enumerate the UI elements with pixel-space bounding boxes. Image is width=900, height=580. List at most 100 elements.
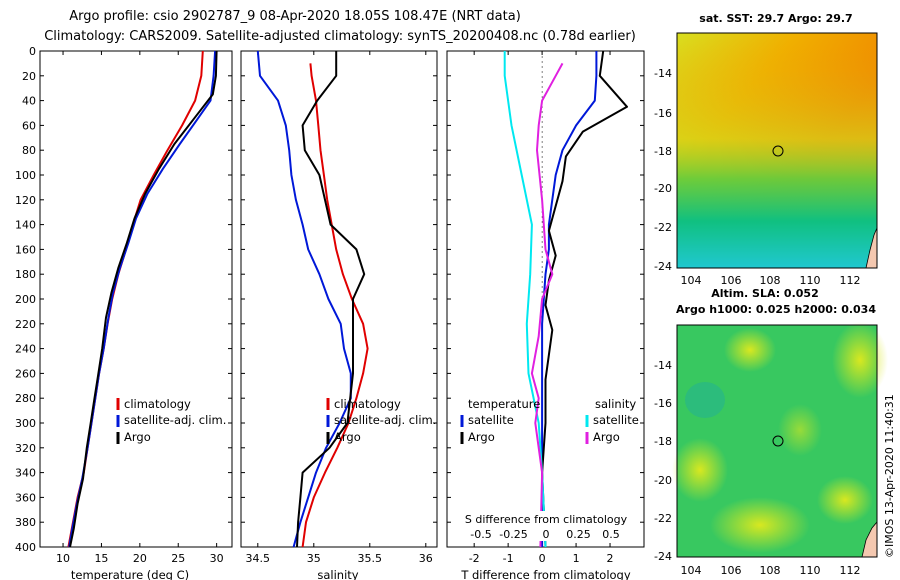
temperature-frame [39, 50, 233, 548]
y-tick-label: 160 [15, 243, 36, 256]
difference-x-axis: -2 -1 0 1 2 [447, 50, 644, 565]
x-tick-label: 0 [539, 552, 546, 565]
y-tick-label: 240 [15, 343, 36, 356]
y-tick-label: 180 [15, 268, 36, 281]
sst-lat-tick: -22 [654, 221, 672, 234]
salinity-lines [256, 50, 369, 548]
x-tick-label: 34.5 [246, 552, 271, 565]
sst-lat-axis: -14 -16 -18 -20 -22 -24 [654, 67, 672, 273]
y-tick-label: 80 [22, 144, 36, 157]
sla-high [817, 476, 873, 524]
depth-axis: 0 20 40 60 80 100 120 140 160 180 200 220 240 260 280 3… [15, 45, 232, 554]
temperature-lines [67, 50, 218, 548]
salinity-xlabel: salinity [317, 568, 358, 580]
y-tick-label: 200 [15, 293, 36, 306]
sla-lat-tick: -22 [654, 512, 672, 525]
y-tick-label: 320 [15, 442, 36, 455]
x-tick-label: 1 [573, 552, 580, 565]
sla-high [724, 328, 776, 372]
y-tick-label: 60 [22, 119, 36, 132]
y-tick-label: 280 [15, 392, 36, 405]
salinity-x-axis: 34.5 35 35.5 36 [241, 50, 437, 565]
legend-header-temperature: temperature [468, 397, 540, 411]
temperature-x-axis: 10 15 20 25 30 [56, 51, 224, 565]
x-tick-label: 15 [94, 552, 108, 565]
x-tick-label: 30 [210, 552, 224, 565]
y-tick-label: 220 [15, 318, 36, 331]
sst-argo-location [772, 145, 784, 157]
sla-argo-location [772, 435, 784, 447]
sla-high [710, 497, 810, 553]
sla-lat-tick: -14 [654, 359, 672, 372]
y-tick-label: 380 [15, 516, 36, 529]
legend-climatology: climatology [124, 397, 191, 411]
sst-lat-tick: -24 [654, 260, 672, 273]
sla-lat-tick: -24 [654, 550, 672, 563]
title-line-2: Climatology: CARS2009. Satellite-adjuste… [44, 29, 636, 44]
s-tick-label: 0.25 [566, 528, 591, 541]
y-tick-label: 340 [15, 467, 36, 480]
sla-low [685, 382, 725, 418]
temperature-xlabel: temperature (deg C) [71, 568, 189, 580]
x-tick-label: 10 [56, 552, 70, 565]
x-tick-label: -1 [503, 552, 514, 565]
series-line [301, 63, 369, 548]
s-tick-label: 0 [543, 528, 550, 541]
legend-s-argo: Argo [593, 430, 620, 444]
sst-lon-tick: 104 [681, 274, 702, 287]
series-line [69, 50, 218, 548]
y-tick-label: 140 [15, 219, 36, 232]
y-tick-label: 400 [15, 541, 36, 554]
legend-t-satellite: satellite [468, 413, 514, 427]
sst-field-overlay [677, 33, 877, 268]
y-tick-label: 120 [15, 194, 36, 207]
legend-satellite: satellite-adj. clim. [124, 413, 226, 427]
y-tick-label: 20 [22, 70, 36, 83]
series-line [503, 51, 547, 548]
legend-header-salinity: salinity [595, 397, 636, 411]
difference-xlabel-top: S difference from climatology [465, 513, 628, 526]
y-tick-label: 300 [15, 417, 36, 430]
sla-lat-tick: -18 [654, 435, 672, 448]
sla-high [672, 438, 728, 502]
sst-lon-tick: 106 [721, 274, 742, 287]
salinity-panel: 34.5 35 35.5 36 salinity climatology satell… [240, 50, 438, 580]
sst-lat-tick: -18 [654, 145, 672, 158]
sst-lat-tick: -20 [654, 182, 672, 195]
legend-s-satellite: satellite [593, 413, 639, 427]
s-tick-label: -0.5 [470, 528, 491, 541]
sst-lon-tick: 112 [840, 274, 861, 287]
title-line-1: Argo profile: csio 2902787_9 08-Apr-2020… [69, 9, 521, 24]
series-line [541, 50, 628, 548]
sst-lat-tick: -16 [654, 107, 672, 120]
sla-lon-tick: 106 [721, 564, 742, 577]
salinity-legend: climatology satellite-adj. clim. Argo [326, 397, 436, 444]
sla-highs [672, 322, 888, 553]
salinity-frame [240, 50, 438, 548]
x-tick-label: 35 [307, 552, 321, 565]
y-tick-label: 260 [15, 367, 36, 380]
difference-xlabel: T difference from climatology [460, 568, 631, 580]
sla-map: Altim. SLA: 0.052 Argo h1000: 0.025 h200… [654, 287, 888, 577]
temperature-legend: climatology satellite-adj. clim. Argo [116, 397, 226, 444]
legend-argo: Argo [124, 430, 151, 444]
sst-map: sat. SST: 29.7 Argo: 29.7 -14 -16 -18 -2… [654, 12, 878, 287]
difference-panel: -2 -1 0 1 2 T difference from climatology S … [446, 50, 645, 580]
y-tick-label: 0 [29, 45, 36, 58]
sst-lat-tick: -14 [654, 67, 672, 80]
legend-t-argo: Argo [468, 430, 495, 444]
sla-lat-axis: -14 -16 -18 -20 -22 -24 [654, 359, 672, 563]
x-tick-label: 36 [419, 552, 433, 565]
legend-climatology: climatology [334, 397, 401, 411]
sla-lon-tick: 108 [760, 564, 781, 577]
series-line [256, 50, 352, 548]
sst-map-title: sat. SST: 29.7 Argo: 29.7 [699, 12, 852, 25]
x-tick-label: 35.5 [358, 552, 383, 565]
legend-satellite: satellite-adj. clim. [334, 413, 436, 427]
x-tick-label: 2 [607, 552, 614, 565]
sla-lat-tick: -16 [654, 397, 672, 410]
sla-frame [676, 324, 878, 558]
x-tick-label: -2 [469, 552, 480, 565]
sst-frame [676, 32, 878, 269]
